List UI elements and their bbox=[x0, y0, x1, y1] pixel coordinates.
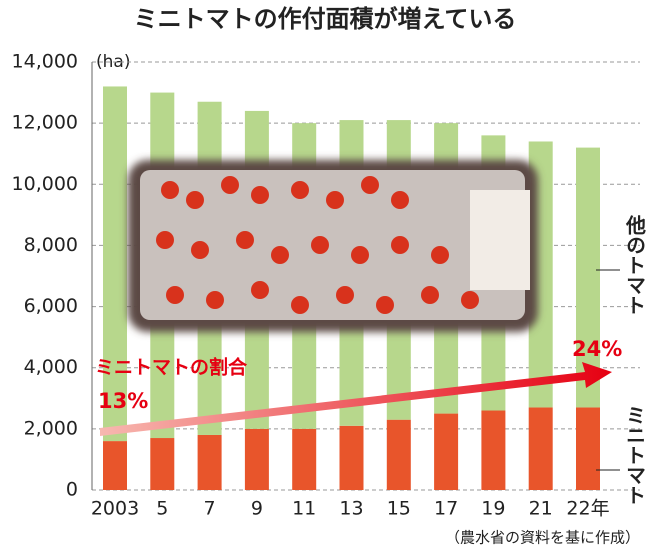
bar-segment bbox=[434, 413, 459, 490]
y-tick-label: 14,000 bbox=[12, 51, 78, 73]
x-tick-label: 9 bbox=[251, 498, 263, 520]
bar-segment bbox=[576, 407, 600, 490]
bar-segment bbox=[292, 428, 317, 490]
y-tick-label: 10,000 bbox=[12, 173, 78, 195]
y-tick-label: 4,000 bbox=[24, 356, 78, 378]
legend-label: 他のトマト bbox=[623, 214, 647, 315]
x-tick-label: 15 bbox=[387, 498, 411, 520]
bar-segment bbox=[386, 419, 411, 490]
bar-segment bbox=[481, 410, 506, 490]
x-tick-label: 17 bbox=[434, 498, 458, 520]
bar-segment bbox=[197, 434, 222, 490]
x-tick-label: 19 bbox=[481, 498, 505, 520]
annotation-label: ミニトマトの割合 bbox=[95, 356, 248, 379]
annotation-end: 24% bbox=[572, 337, 622, 361]
y-tick-label: 12,000 bbox=[12, 112, 78, 134]
x-tick-label: 21 bbox=[529, 498, 553, 520]
x-tick-label: 7 bbox=[204, 498, 216, 520]
trend-arrow bbox=[100, 362, 612, 436]
y-tick-label: 6,000 bbox=[24, 295, 78, 317]
y-tick-label: 0 bbox=[66, 479, 78, 501]
bar-segment bbox=[103, 86, 127, 442]
annotation-start: 13% bbox=[98, 389, 148, 413]
bar-segment bbox=[339, 425, 364, 490]
source: （農水省の資料を基に作成） bbox=[445, 529, 640, 547]
x-tick-label: 13 bbox=[339, 498, 363, 520]
x-tick-label: 11 bbox=[292, 498, 316, 520]
legend-label: ミニトマト bbox=[623, 405, 647, 505]
y-tick-label: 2,000 bbox=[24, 417, 78, 439]
bar-segment bbox=[244, 428, 269, 490]
x-tick-label: 2003 bbox=[91, 498, 139, 520]
x-tick-label: 5 bbox=[156, 498, 168, 520]
y-tick-label: 8,000 bbox=[24, 234, 78, 256]
bar-segment bbox=[103, 441, 127, 490]
bar-segment bbox=[150, 438, 175, 490]
x-tick-label: 22年 bbox=[566, 498, 609, 520]
photo bbox=[128, 160, 538, 332]
chart-title: ミニトマトの作付面積が増えている bbox=[134, 5, 517, 33]
bar-segment bbox=[528, 407, 553, 490]
